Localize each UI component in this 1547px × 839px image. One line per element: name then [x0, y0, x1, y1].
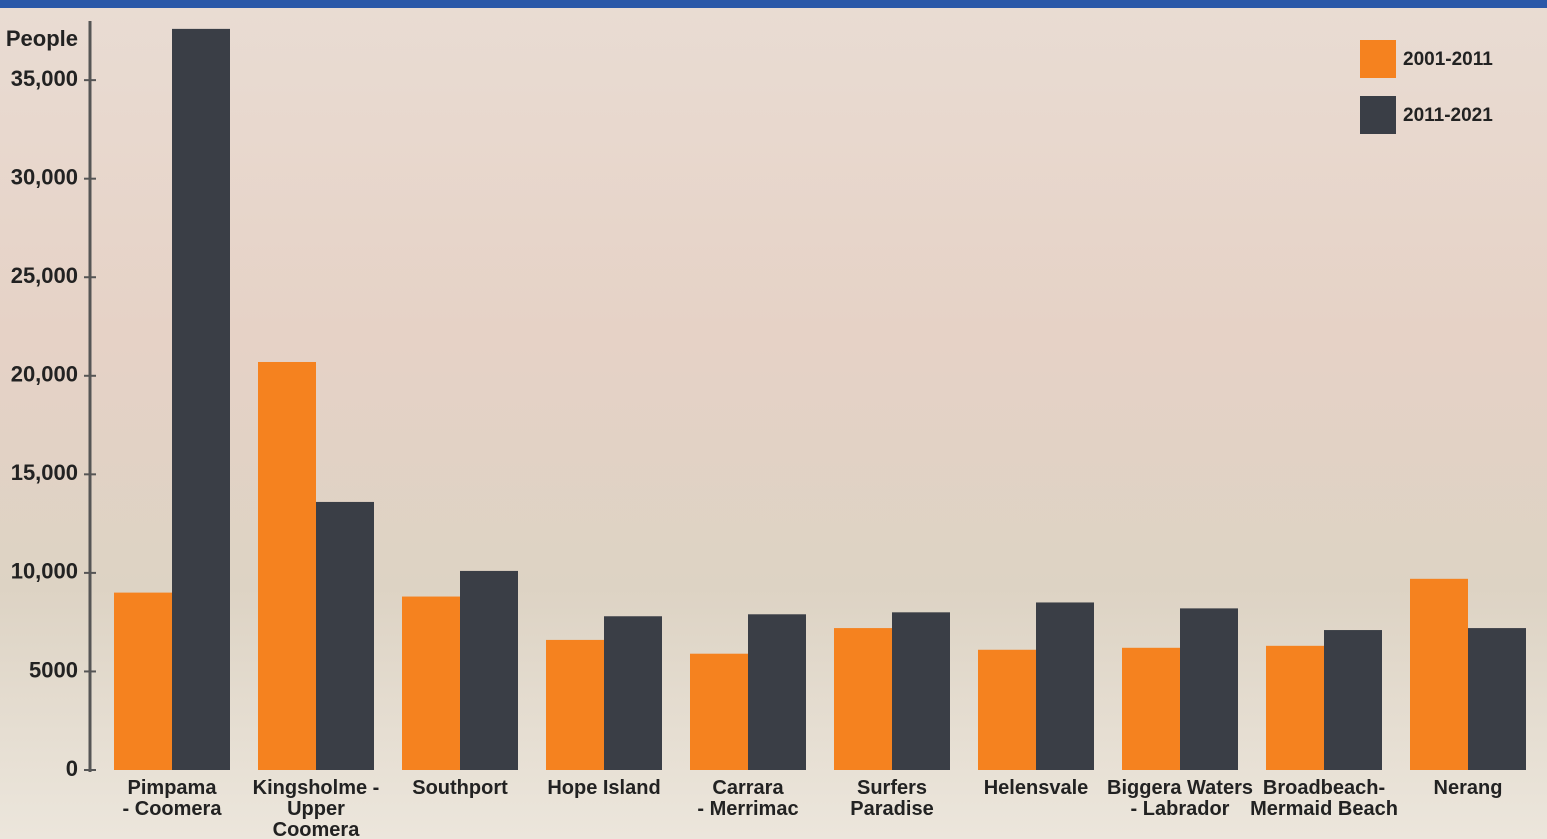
y-tick-label: 5000 — [29, 657, 78, 682]
bar — [546, 639, 604, 770]
x-tick-label: Biggera Waters - Labrador — [1107, 777, 1253, 820]
x-tick-label: Helensvale — [983, 777, 1089, 799]
y-tick-label: 0 — [66, 756, 78, 781]
y-tick-label: 30,000 — [11, 164, 78, 189]
legend-label: 2011-2021 — [1403, 105, 1493, 126]
legend-swatch — [1360, 96, 1396, 134]
x-tick-label: Kingsholme - Upper Coomera — [252, 777, 380, 839]
bar — [114, 592, 172, 770]
bar — [258, 361, 316, 770]
y-tick-label: 20,000 — [11, 362, 78, 387]
bar — [172, 28, 230, 770]
legend-label: 2001-2011 — [1403, 49, 1493, 70]
bar — [834, 628, 892, 770]
header-strip — [0, 0, 1547, 8]
bar — [1324, 630, 1382, 770]
x-tick-label: Pimpama - Coomera — [122, 777, 222, 820]
bar — [604, 616, 662, 770]
bar — [460, 570, 518, 770]
bar — [978, 649, 1036, 770]
x-tick-label: Broadbeach- Mermaid Beach — [1250, 777, 1398, 820]
bar — [316, 501, 374, 770]
bar — [1468, 628, 1526, 770]
bar — [402, 596, 460, 770]
y-tick-label: 25,000 — [11, 263, 78, 288]
y-tick-label: 35,000 — [11, 66, 78, 91]
bar — [1036, 602, 1094, 770]
y-tick-label: 15,000 — [11, 460, 78, 485]
legend-swatch — [1360, 40, 1396, 78]
bar — [1266, 645, 1324, 770]
bar — [748, 614, 806, 770]
bar — [1122, 647, 1180, 770]
x-tick-label: Southport — [412, 777, 508, 799]
x-tick-label: Hope Island — [547, 777, 661, 799]
x-tick-label: Surfers Paradise — [850, 777, 934, 820]
x-tick-label: Carrara - Merrimac — [697, 777, 799, 820]
bar — [892, 612, 950, 770]
x-tick-label: Nerang — [1433, 777, 1503, 799]
y-tick-label: 10,000 — [11, 559, 78, 584]
bar — [690, 653, 748, 770]
bar — [1410, 578, 1468, 770]
bar — [1180, 608, 1238, 770]
y-axis-label: People — [6, 26, 78, 51]
